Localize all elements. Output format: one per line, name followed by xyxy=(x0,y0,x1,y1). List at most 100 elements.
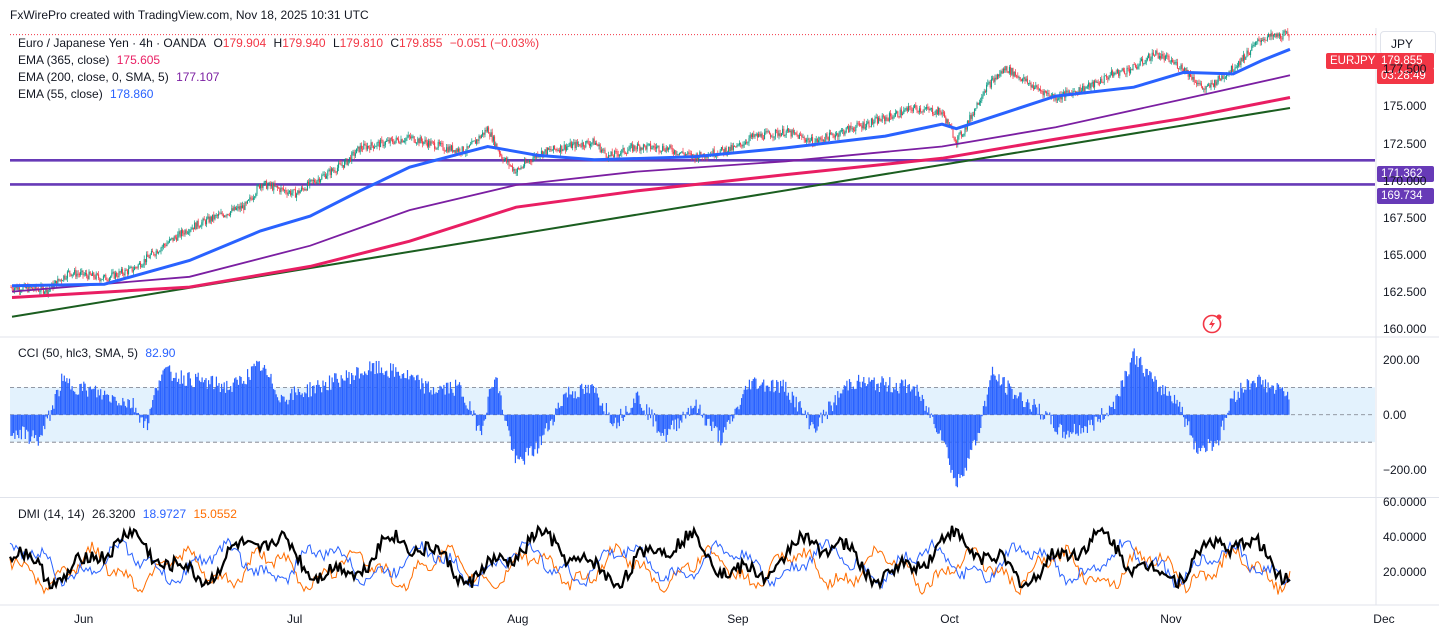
cci-bar xyxy=(539,414,541,437)
cci-bar xyxy=(876,384,878,415)
candle-body xyxy=(1109,75,1111,77)
candle-body xyxy=(970,115,972,119)
cci-bar xyxy=(562,394,565,415)
candle-body xyxy=(291,192,293,195)
cci-bar xyxy=(813,414,815,429)
candle-body xyxy=(1200,83,1202,87)
candle-body xyxy=(780,133,782,137)
cci-bar xyxy=(304,392,306,415)
candle-body xyxy=(640,147,642,151)
candle-body xyxy=(455,149,457,154)
candle-body xyxy=(918,108,920,113)
cci-bar xyxy=(78,394,80,415)
cci-bar xyxy=(93,388,95,415)
cci-bar xyxy=(751,381,753,415)
candle-body xyxy=(458,148,460,152)
cci-bar xyxy=(74,391,76,415)
candle-body xyxy=(875,117,877,119)
cci-bar xyxy=(721,414,723,444)
cci-bar xyxy=(796,411,799,415)
candle-body xyxy=(39,291,41,293)
cci-bar xyxy=(24,414,26,440)
cci-bar xyxy=(1209,414,1211,444)
cci-bar xyxy=(136,412,138,415)
candle-body xyxy=(84,273,86,275)
candle-body xyxy=(326,175,328,179)
cci-bar xyxy=(178,378,180,415)
candle-body xyxy=(720,147,722,151)
candle-body xyxy=(208,216,210,223)
currency-button[interactable]: JPY xyxy=(1380,31,1436,55)
cci-bar xyxy=(673,414,675,430)
candle-body xyxy=(1020,79,1022,82)
candle-body xyxy=(1007,71,1009,73)
cci-bar xyxy=(1224,414,1226,418)
cci-bar xyxy=(989,380,991,415)
cci-bar xyxy=(811,414,813,423)
cci-bar xyxy=(851,388,853,415)
candle-body xyxy=(512,165,514,171)
candle-body xyxy=(756,133,758,138)
flash-icon[interactable] xyxy=(1201,313,1223,335)
cci-bar xyxy=(677,414,679,419)
cci-bar xyxy=(1241,388,1243,415)
cci-bar xyxy=(665,414,667,442)
candle-body xyxy=(922,111,924,113)
candle-body xyxy=(396,137,398,140)
candle-body xyxy=(1011,68,1013,75)
candle-body xyxy=(861,125,863,129)
candle-body xyxy=(639,145,641,151)
cci-bar xyxy=(1114,409,1116,415)
candle-body xyxy=(792,130,794,133)
candle-body xyxy=(570,142,572,149)
candle-body xyxy=(372,145,374,149)
cci-bar xyxy=(919,396,921,415)
cci-bar xyxy=(705,414,708,426)
candle-body xyxy=(44,292,46,294)
cci-bar xyxy=(162,370,164,415)
ema200-legend: EMA (200, close, 0, SMA, 5) 177.107 xyxy=(18,69,223,86)
candle-body xyxy=(504,157,506,160)
candle-body xyxy=(830,132,832,135)
candle-body xyxy=(371,142,373,146)
cci-bar xyxy=(397,371,399,415)
candle-body xyxy=(1211,82,1213,84)
candle-body xyxy=(821,138,823,141)
cci-bar xyxy=(150,407,152,415)
cci-bar xyxy=(806,414,808,419)
candle-body xyxy=(767,131,769,133)
cci-bar xyxy=(1180,412,1182,415)
candle-body xyxy=(320,179,322,183)
candle-body xyxy=(1222,75,1224,79)
candle-body xyxy=(394,140,396,144)
cci-bar xyxy=(1137,367,1139,415)
cci-bar xyxy=(1046,412,1048,415)
cci-bar xyxy=(42,414,45,426)
candle-body xyxy=(578,144,580,146)
main-legend: Euro / Japanese Yen · 4h · OANDA O179.90… xyxy=(18,35,543,52)
candle-body xyxy=(774,129,776,137)
cci-bar xyxy=(431,394,433,415)
cci-bar xyxy=(13,414,15,434)
candle-body xyxy=(936,109,938,115)
cci-bar xyxy=(416,375,418,415)
cci-bar xyxy=(738,409,740,415)
candle-body xyxy=(736,145,738,148)
cci-bar xyxy=(1131,357,1133,415)
candle-body xyxy=(1097,81,1099,84)
candle-body xyxy=(1002,68,1004,74)
cci-bar xyxy=(211,375,214,415)
cci-bar xyxy=(1159,386,1161,415)
cci-bar xyxy=(221,383,223,415)
candle-body xyxy=(869,126,871,128)
candle-body xyxy=(279,188,281,193)
cci-bar xyxy=(1019,392,1021,415)
candle-body xyxy=(1092,81,1094,88)
cci-bar xyxy=(832,411,834,415)
cci-bar xyxy=(1223,414,1225,431)
cci-bar xyxy=(366,375,368,415)
candle-body xyxy=(520,167,522,170)
cci-bar xyxy=(79,383,81,415)
cci-bar xyxy=(409,376,411,415)
